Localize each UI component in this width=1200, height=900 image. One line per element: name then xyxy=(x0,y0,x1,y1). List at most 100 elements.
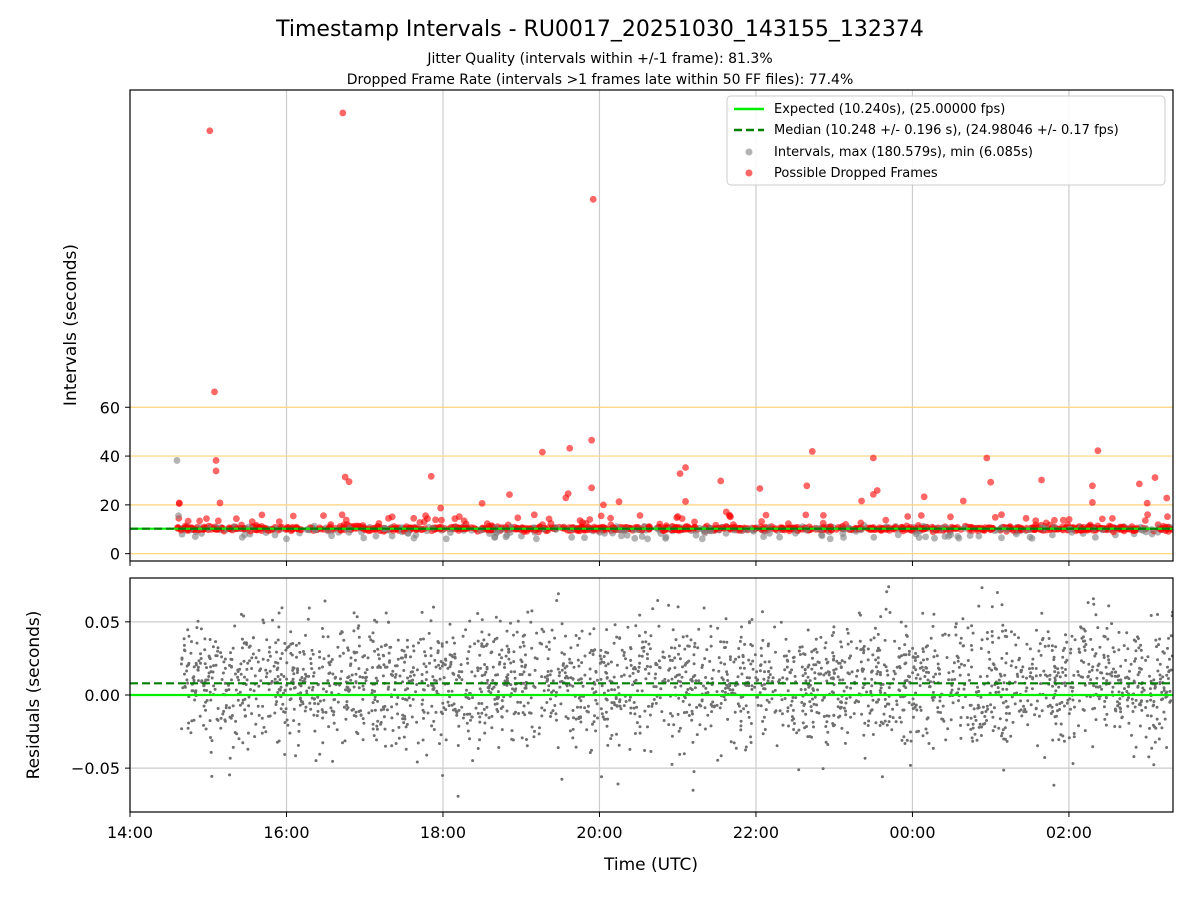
residual-point xyxy=(692,770,696,774)
residual-point xyxy=(1136,635,1139,639)
residual-point xyxy=(433,658,437,662)
residual-point xyxy=(495,697,499,701)
residual-point xyxy=(648,647,652,651)
residual-point xyxy=(1028,674,1032,678)
residual-point xyxy=(692,662,696,666)
dropped-frame-outlier-point xyxy=(920,493,928,501)
residual-point xyxy=(518,673,522,676)
residual-point xyxy=(654,701,658,705)
residual-point xyxy=(307,686,311,690)
residual-point xyxy=(568,657,572,661)
residual-point xyxy=(812,725,815,729)
residual-point xyxy=(691,740,695,744)
residual-point xyxy=(719,754,723,758)
residual-point xyxy=(651,607,655,611)
residual-point xyxy=(549,669,553,673)
residual-point xyxy=(673,685,677,689)
residual-point xyxy=(1168,689,1172,693)
residual-point xyxy=(834,667,838,671)
residual-point xyxy=(1114,670,1118,674)
residual-point xyxy=(738,639,742,643)
residual-point xyxy=(761,719,765,723)
residual-point xyxy=(1059,722,1063,726)
residual-point xyxy=(329,706,333,710)
residual-point xyxy=(878,724,882,727)
residual-point xyxy=(476,711,480,715)
residual-point xyxy=(637,654,641,658)
residual-point xyxy=(1138,724,1142,728)
residual-point xyxy=(1079,625,1083,629)
residual-point xyxy=(210,676,214,680)
residual-point xyxy=(298,650,302,654)
residual-point xyxy=(397,736,401,740)
residual-point xyxy=(1013,633,1017,637)
residual-point xyxy=(863,756,867,760)
residual-point xyxy=(558,671,562,674)
residual-point xyxy=(228,756,232,760)
residual-point xyxy=(278,688,282,692)
residual-point xyxy=(904,661,908,665)
residual-point xyxy=(725,683,729,687)
residual-point xyxy=(862,651,866,655)
interval-point xyxy=(581,534,588,542)
residual-point xyxy=(870,677,874,681)
residual-point xyxy=(558,685,562,689)
dropped-frame-point xyxy=(336,526,344,534)
residual-point xyxy=(524,663,528,667)
residual-point xyxy=(609,737,613,741)
residual-point xyxy=(1000,656,1004,660)
residual-point xyxy=(638,715,642,718)
residual-point xyxy=(277,739,281,743)
residual-point xyxy=(339,677,342,681)
residual-point xyxy=(362,721,366,725)
residual-point xyxy=(513,670,517,674)
residual-point xyxy=(786,709,790,713)
dropped-frame-point xyxy=(917,512,925,519)
residual-point xyxy=(747,715,751,719)
residual-point xyxy=(1004,711,1008,715)
dropped-frame-outlier-point xyxy=(599,501,607,509)
residual-point xyxy=(1040,709,1044,713)
residual-point xyxy=(1149,679,1153,683)
residual-point xyxy=(230,678,233,682)
residual-point xyxy=(264,730,268,734)
residual-point xyxy=(962,687,966,691)
residual-point xyxy=(522,704,526,708)
residual-point xyxy=(682,752,686,756)
residual-point xyxy=(739,695,743,699)
residual-point xyxy=(765,698,769,702)
residual-point xyxy=(840,701,843,704)
residual-point xyxy=(503,666,506,669)
residual-point xyxy=(659,687,663,691)
residual-point xyxy=(1126,704,1130,708)
residual-point xyxy=(361,717,365,721)
residuals-y-ticks: −0.050.000.05 xyxy=(71,613,130,778)
residual-point xyxy=(219,726,223,730)
residual-point xyxy=(1129,662,1133,666)
residual-point xyxy=(605,676,609,680)
residual-point xyxy=(446,700,450,704)
residual-point xyxy=(264,675,268,679)
residual-point xyxy=(725,670,729,674)
dropped-frame-point xyxy=(203,515,210,522)
residual-point xyxy=(1158,722,1161,726)
residual-point xyxy=(371,727,375,731)
residual-point xyxy=(484,644,488,648)
residual-point xyxy=(1005,652,1009,655)
residual-point xyxy=(393,688,397,692)
residual-point xyxy=(1065,640,1069,644)
residual-point xyxy=(354,672,358,676)
residual-point xyxy=(1028,647,1032,651)
residual-point xyxy=(478,687,482,691)
residual-point xyxy=(1070,689,1074,693)
residual-point xyxy=(1117,630,1121,634)
residual-point xyxy=(1132,638,1136,642)
residual-point xyxy=(540,706,544,710)
residual-point xyxy=(1051,684,1054,688)
residual-point xyxy=(703,727,707,731)
residual-point xyxy=(209,736,212,739)
residual-point xyxy=(192,665,196,669)
interval-point xyxy=(839,530,847,537)
residual-point xyxy=(866,724,870,727)
residual-point xyxy=(915,730,919,734)
